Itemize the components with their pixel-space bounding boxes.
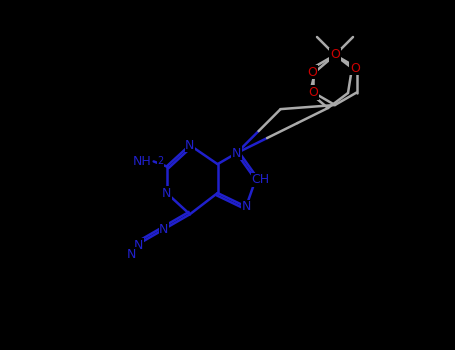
Text: N: N xyxy=(241,200,251,213)
Text: NH: NH xyxy=(132,155,151,168)
Text: N: N xyxy=(159,223,168,236)
Text: N: N xyxy=(134,239,143,252)
Text: N: N xyxy=(185,139,194,152)
Text: N: N xyxy=(162,187,172,199)
Text: CH: CH xyxy=(252,173,270,186)
Text: N: N xyxy=(232,147,241,160)
Text: N: N xyxy=(127,247,136,260)
Text: O: O xyxy=(350,62,360,75)
Text: O: O xyxy=(307,65,317,78)
Text: O: O xyxy=(308,86,318,99)
Text: O: O xyxy=(330,49,340,62)
Text: 2: 2 xyxy=(157,156,164,166)
